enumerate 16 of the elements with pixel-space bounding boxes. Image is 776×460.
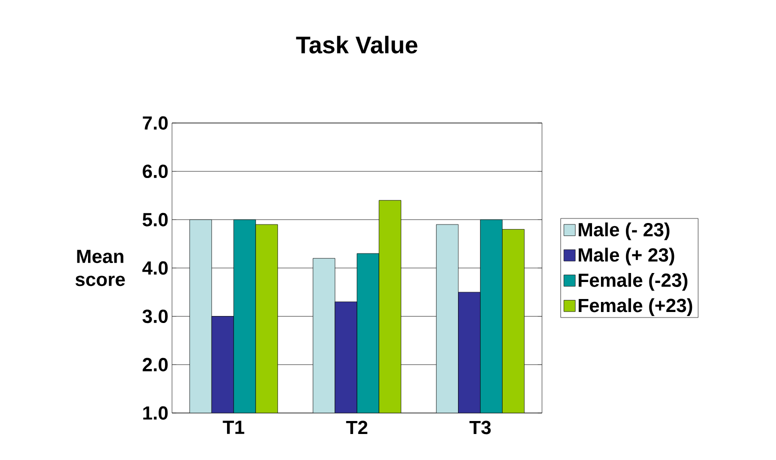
legend-label: Female (+23) bbox=[578, 298, 692, 316]
x-tick-label: T3 bbox=[469, 420, 491, 434]
y-tick-label: 6.0 bbox=[142, 164, 168, 178]
y-tick-label: 2.0 bbox=[142, 358, 168, 372]
legend-label: Female (-23) bbox=[578, 272, 688, 291]
x-tick-label: T1 bbox=[222, 420, 244, 434]
chart-title: Task Value bbox=[296, 36, 418, 54]
y-tick-label: 1.0 bbox=[143, 406, 168, 420]
x-tick-label: T2 bbox=[346, 420, 368, 434]
legend-label: Male (+ 23) bbox=[578, 248, 674, 266]
y-tick-label: 5.0 bbox=[142, 212, 168, 226]
y-tick-label: 7.0 bbox=[142, 116, 168, 130]
legend-label: Male (- 23) bbox=[578, 222, 670, 240]
y-tick-label: 4.0 bbox=[142, 261, 168, 275]
y-tick-label: 3.0 bbox=[142, 310, 168, 324]
y-axis-title: Mean score bbox=[76, 250, 125, 286]
